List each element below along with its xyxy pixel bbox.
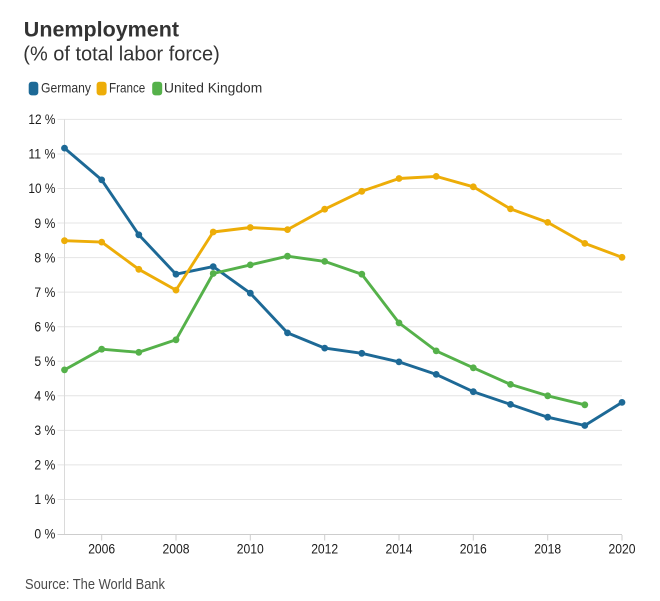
- svg-text:2014: 2014: [386, 542, 413, 557]
- svg-text:11 %: 11 %: [28, 147, 55, 162]
- svg-text:Source: The World Bank: Source: The World Bank: [25, 577, 166, 593]
- svg-text:8 %: 8 %: [34, 250, 55, 265]
- svg-text:Unemployment: Unemployment: [24, 18, 179, 41]
- svg-text:France: France: [109, 80, 145, 96]
- svg-text:4 %: 4 %: [34, 389, 55, 404]
- svg-text:2018: 2018: [534, 542, 561, 557]
- svg-text:2012: 2012: [311, 542, 338, 557]
- svg-text:United Kingdom: United Kingdom: [164, 80, 262, 96]
- svg-text:7 %: 7 %: [34, 285, 55, 300]
- svg-text:(% of total labor force): (% of total labor force): [23, 44, 220, 66]
- svg-text:5 %: 5 %: [34, 354, 55, 369]
- svg-text:2 %: 2 %: [34, 458, 55, 473]
- svg-text:2010: 2010: [237, 542, 264, 557]
- svg-text:9 %: 9 %: [34, 216, 55, 231]
- svg-text:Germany: Germany: [41, 80, 91, 96]
- svg-text:10 %: 10 %: [28, 181, 55, 196]
- svg-text:2006: 2006: [88, 542, 115, 557]
- svg-text:3 %: 3 %: [34, 423, 55, 438]
- svg-text:6 %: 6 %: [34, 319, 55, 334]
- svg-text:12 %: 12 %: [28, 112, 55, 127]
- svg-text:0 %: 0 %: [34, 527, 55, 542]
- svg-text:2008: 2008: [163, 542, 190, 557]
- svg-text:1 %: 1 %: [34, 492, 55, 507]
- svg-text:2020: 2020: [609, 542, 636, 557]
- svg-text:2016: 2016: [460, 542, 487, 557]
